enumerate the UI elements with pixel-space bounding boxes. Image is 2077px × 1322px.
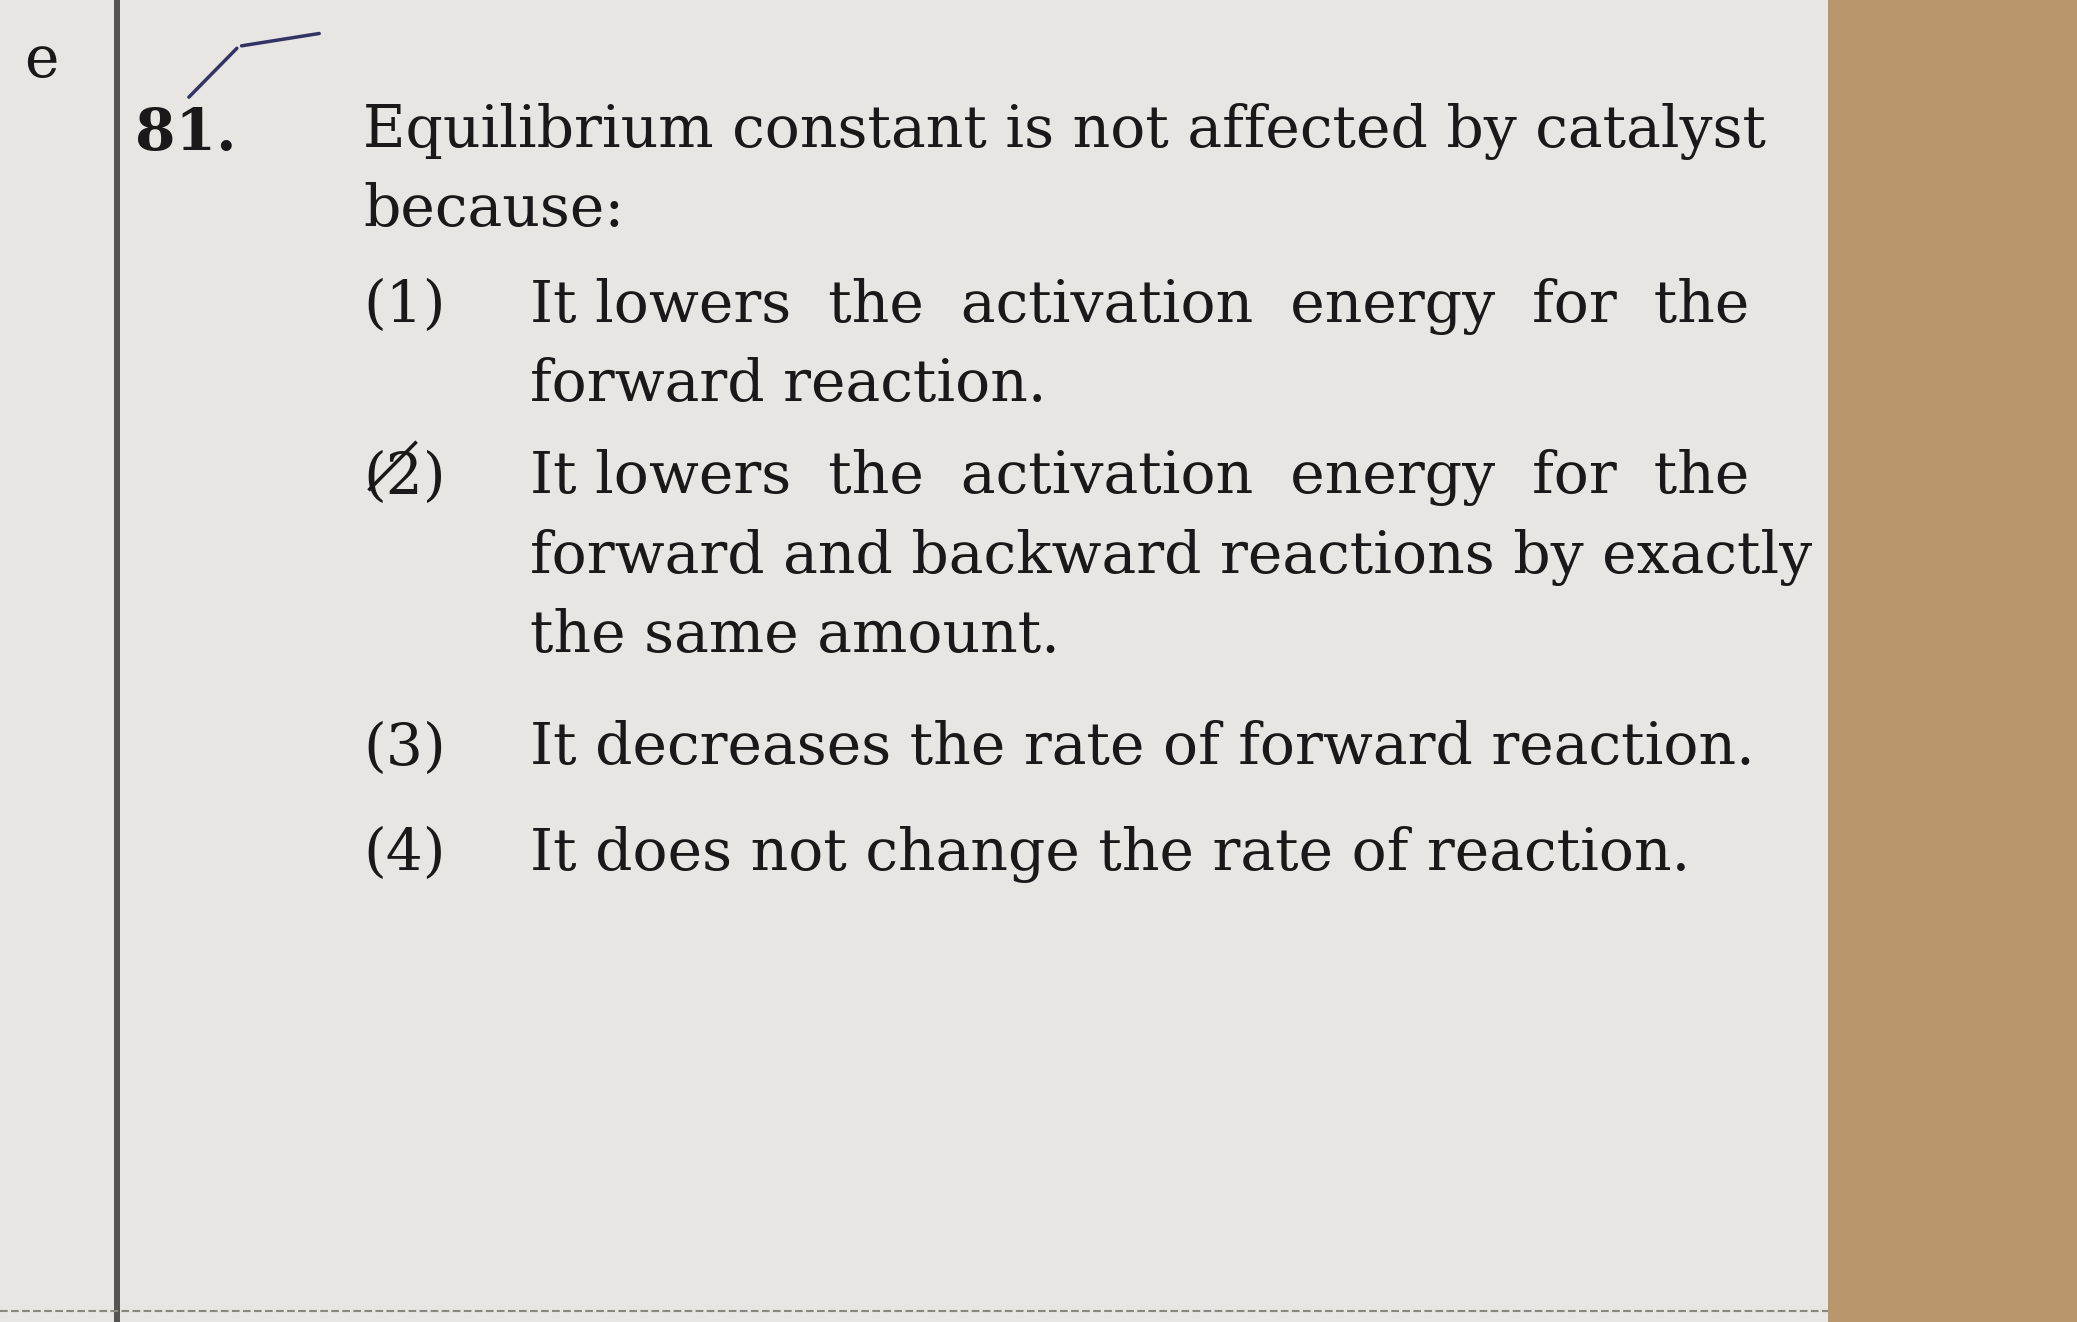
- Text: It does not change the rate of reaction.: It does not change the rate of reaction.: [530, 826, 1691, 883]
- Text: (3): (3): [363, 720, 447, 776]
- Text: because:: because:: [363, 182, 625, 238]
- Text: forward and backward reactions by exactly: forward and backward reactions by exactl…: [530, 529, 1811, 586]
- Text: forward reaction.: forward reaction.: [530, 357, 1047, 412]
- Text: It decreases the rate of forward reaction.: It decreases the rate of forward reactio…: [530, 720, 1755, 776]
- Text: (4): (4): [363, 826, 447, 882]
- Bar: [1828, 0, 2077, 1322]
- Bar: [114, 0, 120, 1322]
- Text: It lowers  the  activation  energy  for  the: It lowers the activation energy for the: [530, 278, 1749, 334]
- Text: It lowers  the  activation  energy  for  the: It lowers the activation energy for the: [530, 449, 1749, 506]
- Text: 81.: 81.: [135, 106, 237, 161]
- Text: (2): (2): [363, 449, 447, 505]
- Text: Equilibrium constant is not affected by catalyst: Equilibrium constant is not affected by …: [363, 103, 1765, 160]
- Bar: [0, 0, 1828, 1322]
- Text: the same amount.: the same amount.: [530, 608, 1059, 664]
- Text: e: e: [25, 33, 58, 89]
- Text: (1): (1): [363, 278, 447, 333]
